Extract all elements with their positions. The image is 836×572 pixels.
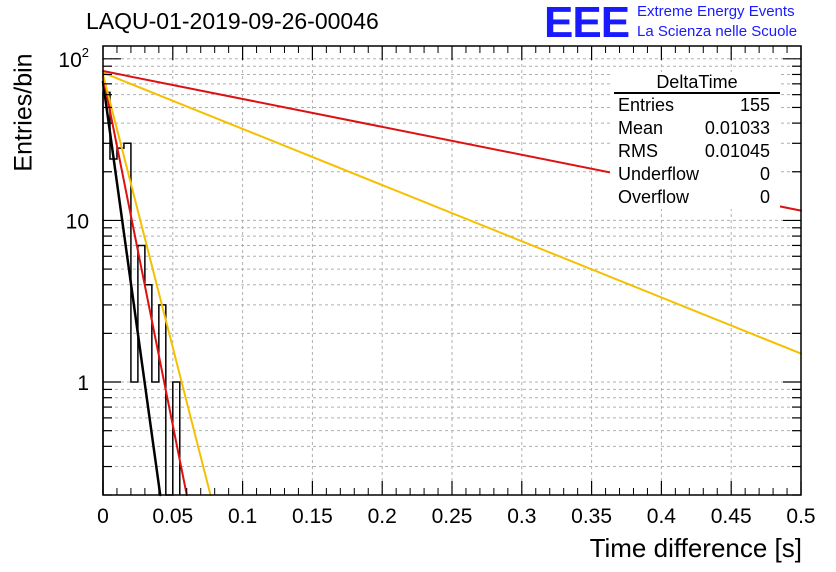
stats-label: RMS [618, 141, 658, 161]
x-tick-label: 0.45 [711, 505, 752, 528]
stats-value: 0 [759, 164, 770, 184]
stats-label: Underflow [618, 164, 700, 184]
eee-logo: EEE [544, 0, 630, 47]
y-axis-label: Entries/bin [9, 53, 38, 172]
x-tick-label: 0.3 [507, 505, 536, 528]
x-tick-label: 0.1 [228, 505, 257, 528]
fit-curve [102, 75, 188, 496]
x-tick-label: 0.05 [152, 505, 193, 528]
brand-line-2: La Scienza nelle Scuole [637, 23, 798, 40]
stats-label: Overflow [618, 187, 690, 207]
chart-title: LAQU-01-2019-09-26-00046 [86, 8, 379, 34]
stats-row-underflow: Underflow 0 [610, 163, 780, 186]
histogram-bin [131, 382, 138, 495]
fit-curve [102, 71, 802, 355]
grid-lines [103, 46, 801, 496]
y-tick-label: 10 [66, 210, 89, 233]
x-tick-label: 0.25 [432, 505, 473, 528]
stats-box: DeltaTime Entries 155 Mean 0.01033 RMS 0.01… [610, 72, 780, 209]
stats-label: Entries [618, 95, 675, 115]
stats-value: 155 [739, 95, 770, 115]
histogram-bin [110, 159, 117, 495]
stats-row-entries: Entries 155 [610, 94, 780, 117]
stats-box-title: DeltaTime [614, 72, 780, 94]
fit-curve [102, 73, 212, 496]
stats-value: 0.01045 [704, 141, 770, 161]
y-tick-label: 102 [58, 45, 89, 72]
x-tick-label: 0.15 [292, 505, 333, 528]
x-tick-label: 0.35 [571, 505, 612, 528]
stats-label: Mean [618, 118, 664, 138]
x-tick-label: 0.2 [368, 505, 397, 528]
x-axis-label: Time difference [s] [589, 533, 802, 563]
x-tick-label: 0.5 [786, 505, 815, 528]
stats-row-rms: RMS 0.01045 [610, 140, 780, 163]
stats-value: 0 [759, 187, 770, 207]
stats-row-mean: Mean 0.01033 [610, 117, 780, 140]
histogram-outline [102, 91, 181, 496]
x-tick-label: 0 [97, 505, 109, 528]
stats-value: 0.01033 [704, 118, 770, 138]
x-tick-label: 0.4 [647, 505, 677, 528]
histogram-bin [103, 92, 110, 495]
axis-ticks [102, 46, 802, 496]
histogram [102, 91, 181, 496]
y-tick-label: 1 [77, 372, 89, 395]
stats-row-overflow: Overflow 0 [610, 186, 780, 209]
axis-tick-labels: 0 0.05 0.1 0.15 0.2 0.25 0.3 0.35 0.4 0.45 0.5 1 10 1… [58, 45, 815, 528]
fit-curve [101, 80, 162, 497]
brand-line-1: Extreme Energy Events [637, 3, 795, 20]
